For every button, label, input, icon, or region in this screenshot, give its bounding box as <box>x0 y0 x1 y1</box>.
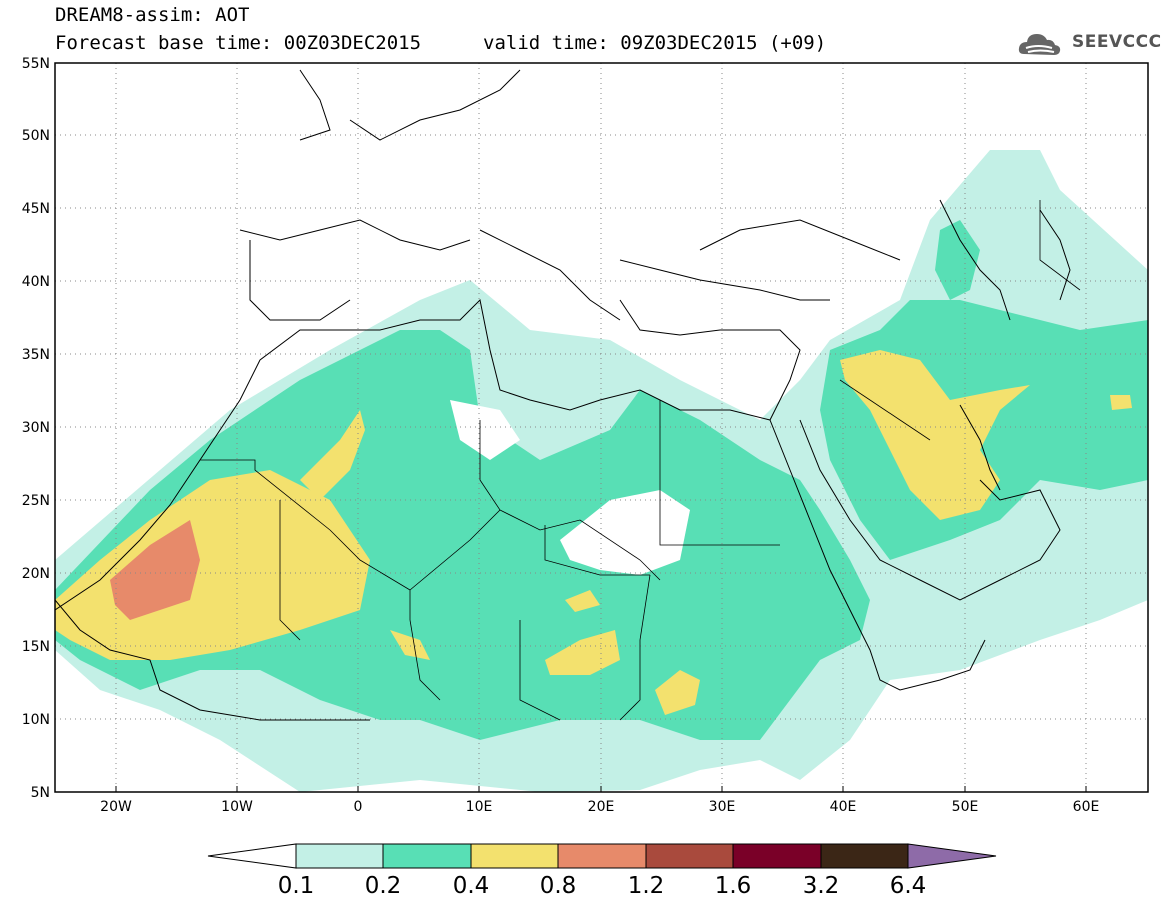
country-borders <box>200 200 1081 721</box>
lat-tick-label: 40N <box>22 274 50 290</box>
lat-tick-label: 10N <box>22 712 50 728</box>
lon-tick-label: 10W <box>221 799 253 815</box>
aot-contour-0.8 <box>110 520 200 620</box>
tick-marks <box>115 786 1087 792</box>
lon-tick-label: 0 <box>354 799 363 815</box>
aot-clear-area <box>560 490 690 575</box>
lat-tick-label: 45N <box>22 201 50 217</box>
colorbar-high-arrow <box>907 843 997 869</box>
lon-tick-label: 10E <box>466 799 493 815</box>
lat-tick-label: 35N <box>22 347 50 363</box>
lon-tick-label: 50E <box>952 799 979 815</box>
colorbar-label: 1.6 <box>715 873 752 899</box>
colorbar: 0.1 0.2 0.4 0.8 1.2 1.6 3.2 6.4 <box>207 843 997 899</box>
lon-tick-label: 60E <box>1073 799 1100 815</box>
colorbar-label: 0.8 <box>540 873 577 899</box>
lat-tick-label: 15N <box>22 639 50 655</box>
colorbar-label: 0.1 <box>278 873 315 899</box>
colorbar-segment <box>470 843 559 869</box>
lat-labels: 5N 10N 15N 20N 25N 30N 35N 40N 45N 50N 5… <box>22 56 50 801</box>
lat-tick-label: 5N <box>31 785 50 801</box>
lon-tick-label: 40E <box>830 799 857 815</box>
aot-clear-area <box>450 400 520 460</box>
cloud-icon <box>1018 34 1061 55</box>
map-grid <box>55 63 1148 792</box>
colorbar-segment <box>295 843 384 869</box>
colorbar-segment <box>820 843 909 869</box>
aot-contour-0.4 <box>300 410 365 500</box>
aot-contour-0.4 <box>565 590 600 612</box>
valid-time: valid time: 09Z03DEC2015 (+09) <box>483 32 827 54</box>
aot-contour-0.4 <box>655 670 700 715</box>
colorbar-segment <box>382 843 472 869</box>
forecast-base-time: Forecast base time: 00Z03DEC2015 <box>55 32 422 54</box>
colorbar-label: 3.2 <box>803 873 840 899</box>
lat-tick-label: 30N <box>22 420 50 436</box>
colorbar-segment <box>557 843 647 869</box>
lon-tick-label: 30E <box>709 799 736 815</box>
aot-contour-0.2 <box>935 220 980 300</box>
lon-tick-label: 20W <box>100 799 132 815</box>
lat-tick-label: 50N <box>22 128 50 144</box>
lat-tick-label: 20N <box>22 566 50 582</box>
logo-text: SEEVCCC <box>1072 32 1162 52</box>
colorbar-segment <box>732 843 822 869</box>
colorbar-low-arrow <box>207 843 297 869</box>
aot-contour-0.4 <box>390 630 430 660</box>
lat-tick-label: 55N <box>22 56 50 72</box>
colorbar-label: 0.4 <box>453 873 490 899</box>
colorbar-segment <box>645 843 734 869</box>
coastlines <box>55 69 1071 721</box>
aot-contour-0.4 <box>840 350 1030 520</box>
map-title: DREAM8-assim: AOT <box>55 4 250 26</box>
colorbar-label: 1.2 <box>628 873 665 899</box>
colorbar-label: 6.4 <box>890 873 927 899</box>
colorbar-label: 0.2 <box>365 873 402 899</box>
aot-contour-0.4 <box>1110 395 1132 410</box>
aot-field <box>55 150 1148 792</box>
lat-tick-label: 25N <box>22 493 50 509</box>
lon-tick-label: 20E <box>588 799 615 815</box>
lon-labels: 20W 10W 0 10E 20E 30E 40E 50E 60E <box>100 799 1099 815</box>
